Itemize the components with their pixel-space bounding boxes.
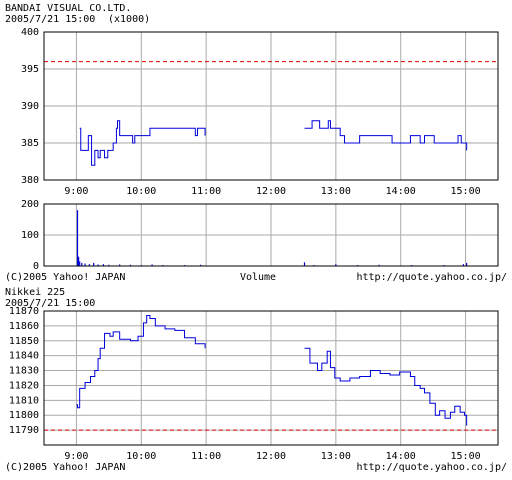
y-tick-label: 11840 bbox=[9, 351, 39, 362]
y-tick-label: 11870 bbox=[9, 306, 39, 317]
y-tick-label: 11790 bbox=[9, 425, 39, 436]
y-tick-label: 400 bbox=[21, 27, 39, 38]
copyright: (C)2005 Yahoo! JAPAN bbox=[5, 462, 125, 473]
chart-title: Nikkei 225 bbox=[5, 287, 65, 298]
x-tick-label: 11:00 bbox=[191, 186, 221, 197]
copyright: (C)2005 Yahoo! JAPAN bbox=[5, 272, 125, 283]
x-tick-label: 10:00 bbox=[126, 186, 156, 197]
y-tick-label: 385 bbox=[21, 138, 39, 149]
x-tick-label: 13:00 bbox=[321, 186, 351, 197]
y-tick-label: 0 bbox=[33, 261, 39, 272]
y-tick-label: 390 bbox=[21, 101, 39, 112]
x-tick-label: 14:00 bbox=[386, 186, 416, 197]
price-line bbox=[79, 120, 468, 166]
price-line bbox=[76, 314, 468, 426]
x-tick-label: 12:00 bbox=[256, 451, 286, 462]
y-tick-label: 11820 bbox=[9, 380, 39, 391]
unit-label: (x1000) bbox=[108, 14, 150, 25]
plot-frame bbox=[43, 31, 499, 181]
x-tick-label: 15:00 bbox=[451, 186, 481, 197]
x-tick-label: 12:00 bbox=[256, 186, 286, 197]
x-tick-label: 9:00 bbox=[64, 451, 88, 462]
y-tick-label: 100 bbox=[21, 230, 39, 241]
y-tick-label: 380 bbox=[21, 175, 39, 186]
x-tick-label: 9:00 bbox=[64, 186, 88, 197]
y-tick-label: 395 bbox=[21, 64, 39, 75]
url: http://quote.yahoo.co.jp/ bbox=[356, 272, 507, 283]
x-tick-label: 13:00 bbox=[321, 451, 351, 462]
y-tick-label: 11800 bbox=[9, 410, 39, 421]
url: http://quote.yahoo.co.jp/ bbox=[356, 462, 507, 473]
plot-frame bbox=[43, 203, 499, 267]
plot-frame bbox=[43, 310, 499, 446]
y-tick-label: 11810 bbox=[9, 395, 39, 406]
chart-subtitle: 2005/7/21 15:00 bbox=[5, 298, 95, 309]
x-tick-label: 15:00 bbox=[451, 451, 481, 462]
chart-subtitle: 2005/7/21 15:00 bbox=[5, 14, 95, 25]
volume-label: Volume bbox=[240, 272, 276, 283]
y-tick-label: 11860 bbox=[9, 321, 39, 332]
y-tick-label: 200 bbox=[21, 199, 39, 210]
x-tick-label: 10:00 bbox=[126, 451, 156, 462]
x-tick-label: 11:00 bbox=[191, 451, 221, 462]
x-tick-label: 14:00 bbox=[386, 451, 416, 462]
y-tick-label: 11850 bbox=[9, 336, 39, 347]
y-tick-label: 11830 bbox=[9, 366, 39, 377]
chart-title: BANDAI VISUAL CO.LTD. bbox=[5, 3, 131, 14]
